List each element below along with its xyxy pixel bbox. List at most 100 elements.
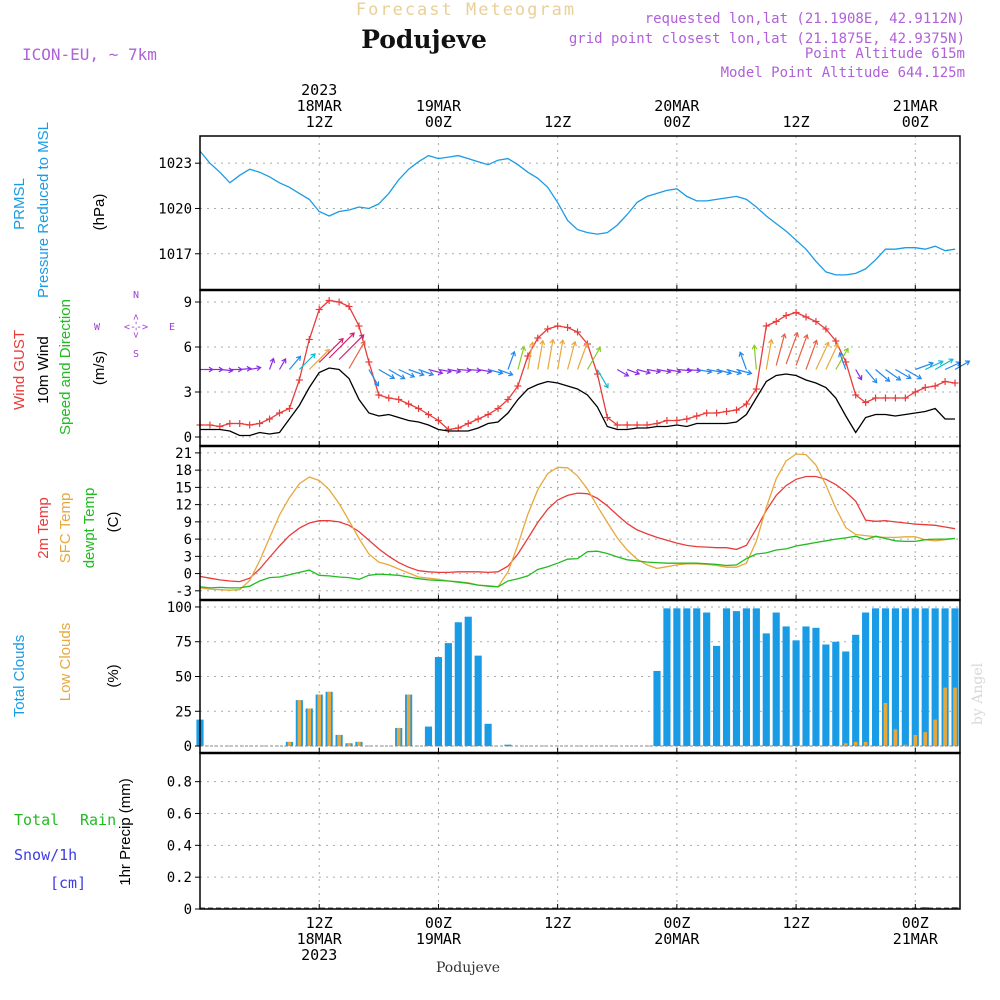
requested-coords: requested lon,lat (21.1908E, 42.9112N) <box>645 11 965 27</box>
gust-marker <box>345 303 353 310</box>
y-tick-label: 75 <box>175 635 192 651</box>
total-cloud-bar <box>941 608 949 747</box>
gust-marker <box>484 411 492 418</box>
pressure-msl-label: Pressure Reduced to MSL <box>35 122 52 298</box>
wind-arrow <box>738 351 747 370</box>
gust-marker <box>732 406 740 414</box>
temp-unit-label: (C) <box>105 512 122 533</box>
bottom-time-label: 00Z <box>902 914 929 932</box>
bottom-time-label: 19MAR <box>416 930 462 948</box>
wind-arrow <box>398 368 416 378</box>
axis-layer: 1017102010230369-30369121518210255075100… <box>158 81 961 964</box>
total-cloud-bar <box>921 608 929 747</box>
wind-arrow <box>239 365 252 372</box>
total-cloud-bar <box>762 633 770 747</box>
wind-speed-direction-label: Speed and Direction <box>57 299 74 435</box>
watermark: by Angel <box>970 662 986 725</box>
gust-marker <box>683 415 691 423</box>
wind-arrow <box>487 368 504 376</box>
top-time-label: 2023 <box>301 81 337 99</box>
wind-arrow <box>308 348 330 370</box>
rain-bar <box>921 907 929 909</box>
gust-marker <box>315 306 323 313</box>
total-cloud-bar <box>772 612 780 747</box>
wind-arrow <box>924 360 944 371</box>
y-tick-label: 0.8 <box>167 775 192 791</box>
y-tick-label: 25 <box>175 704 192 720</box>
gust-marker <box>285 405 293 412</box>
wind-arrow <box>219 367 234 374</box>
compass-we-arrow: <--> <box>124 322 148 333</box>
gust-marker <box>872 394 880 402</box>
compass-west: W <box>94 322 101 333</box>
wind-arrow <box>507 350 516 370</box>
y-tick-label: 18 <box>175 463 192 479</box>
wind-arrow <box>338 334 365 360</box>
total-cloud-bar <box>742 608 750 747</box>
wind-arrow <box>775 332 787 366</box>
total-cloud-bar <box>802 626 810 747</box>
footer-location: Podujeve <box>436 960 500 976</box>
wind-arrow <box>586 346 601 370</box>
total-cloud-bar <box>752 608 760 747</box>
total-cloud-bar <box>862 612 870 747</box>
wind-arrow <box>268 357 276 370</box>
gust-marker <box>832 337 840 345</box>
total-cloud-bar <box>673 608 681 747</box>
gust-marker <box>762 322 770 330</box>
wind-arrow <box>885 369 902 381</box>
low-cloud-bar <box>327 691 331 747</box>
top-time-label: 12Z <box>306 113 333 131</box>
gust-marker <box>931 382 939 390</box>
low-clouds-label: Low Clouds <box>57 623 74 701</box>
gust-marker <box>703 409 711 417</box>
total-cloud-bar <box>693 608 701 747</box>
panel-frame <box>199 289 961 447</box>
grid-point-coords: grid point closest lon,lat (21.1875E, 42… <box>569 31 965 47</box>
wind-arrow <box>378 368 396 380</box>
wind-arrow <box>576 342 589 370</box>
total-rain-total-label: Total <box>14 811 59 829</box>
total-cloud-bar <box>454 622 462 747</box>
y-tick-label: 21 <box>175 446 192 462</box>
gust-marker <box>454 424 462 432</box>
wind-arrow <box>934 358 954 371</box>
total-cloud-bar <box>732 611 741 747</box>
total-cloud-bar <box>653 670 661 747</box>
total-cloud-bar <box>871 608 880 747</box>
top-time-label: 00Z <box>663 113 690 131</box>
wind-arrow <box>736 368 753 376</box>
wind-arrow <box>838 351 847 370</box>
bottom-time-label: 2023 <box>301 946 337 964</box>
point-altitude: Point Altitude 615m <box>805 46 965 62</box>
wind-arrow <box>537 339 546 370</box>
total-cloud-bar <box>444 643 452 747</box>
top-time-label: 18MAR <box>297 97 343 115</box>
y-tick-label: 0.4 <box>167 838 192 854</box>
gust-marker <box>216 423 224 430</box>
total-cloud-bar <box>484 723 492 747</box>
top-time-label: 19MAR <box>416 97 462 115</box>
2m-temp-line <box>199 475 956 583</box>
y-tick-label: 1020 <box>158 201 192 217</box>
gust-marker <box>494 405 502 412</box>
y-tick-label: 12 <box>175 498 192 514</box>
gust-marker <box>693 412 701 420</box>
dewpt-temp-line <box>199 535 956 589</box>
gust-marker <box>424 411 432 418</box>
precip-unit-label: 1hr Precip (mm) <box>117 778 134 886</box>
gust-marker <box>305 336 313 343</box>
compass-south: S <box>133 349 139 360</box>
gust-marker <box>901 394 909 402</box>
wind-arrow <box>865 369 878 384</box>
y-tick-label: 0 <box>184 430 192 446</box>
wind-arrow <box>249 365 262 372</box>
wind-arrow <box>636 368 652 375</box>
total-cloud-bar <box>722 608 731 747</box>
gust-marker <box>544 325 552 333</box>
low-cloud-bar <box>307 708 312 747</box>
low-cloud-bar <box>953 687 957 747</box>
temp-sfc-label: SFC Temp <box>57 493 74 564</box>
y-tick-label: 9 <box>184 515 192 531</box>
